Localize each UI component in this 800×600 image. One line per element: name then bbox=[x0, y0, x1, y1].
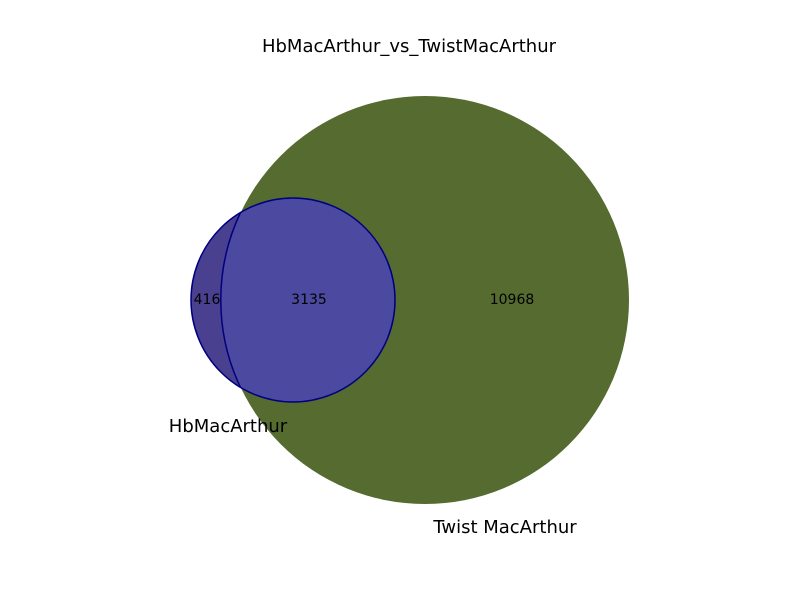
set-label-hbmacarthur: HbMacArthur bbox=[169, 416, 288, 437]
set-label-twist-macarthur: Twist MacArthur bbox=[432, 517, 577, 538]
region-intersection-count: 3135 bbox=[291, 292, 327, 308]
region-only-twist-macarthur-count: 10968 bbox=[490, 292, 535, 308]
region-only-hbmacarthur-count: 416 bbox=[194, 292, 221, 308]
twist-macarthur-circle bbox=[221, 96, 629, 504]
diagram-title: HbMacArthur_vs_TwistMacArthur bbox=[262, 36, 557, 57]
hbmacarthur-outline bbox=[190, 197, 396, 403]
overlap-region bbox=[221, 198, 395, 402]
twist-macarthur-inner-outline bbox=[220, 212, 242, 388]
